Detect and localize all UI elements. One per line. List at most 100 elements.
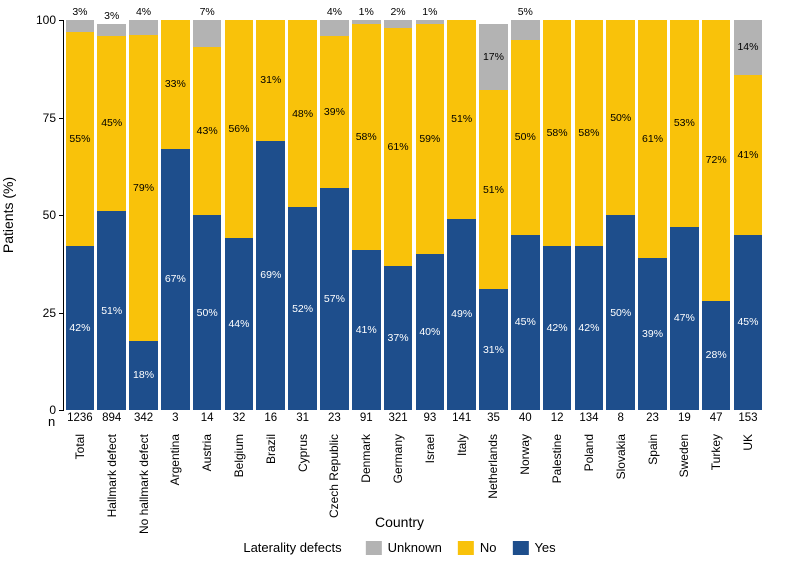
segment-label: 61% (642, 133, 663, 145)
segment-label: 40% (419, 326, 440, 338)
bar-segment-yes: 28% (702, 301, 731, 410)
bar-segment-unknown: 1% (352, 20, 381, 24)
bar-segment-no: 55% (66, 32, 95, 247)
n-value: 134 (573, 412, 605, 424)
bar-segment-yes: 40% (416, 254, 445, 410)
segment-label: 5% (518, 6, 533, 18)
bar-segment-no: 43% (193, 47, 222, 215)
n-value: 1236 (64, 412, 96, 424)
category-label: Cyprus (296, 434, 310, 472)
category-label-cell: Germany (382, 430, 414, 520)
segment-label: 67% (165, 273, 186, 285)
segment-label: 72% (706, 154, 727, 166)
bar-segment-yes: 41% (352, 250, 381, 410)
bar-segment-no: 48% (288, 20, 317, 207)
legend-label: Unknown (388, 540, 442, 555)
bar-segment-unknown: 3% (97, 24, 126, 36)
n-value: 23 (637, 412, 669, 424)
bar-segment-no: 50% (511, 40, 540, 235)
legend-item-yes: Yes (512, 540, 555, 555)
category-label-cell: No hallmark defect (128, 430, 160, 520)
category-label-cell: UK (732, 430, 764, 520)
y-tick-label: 25 (26, 306, 56, 320)
bar-group: 41% 58% 1% (350, 20, 382, 410)
segment-label: 39% (324, 106, 345, 118)
n-value: 32 (223, 412, 255, 424)
segment-label: 56% (228, 123, 249, 135)
bar-segment-no: 50% (606, 20, 635, 215)
y-tick-mark (59, 410, 64, 411)
n-value: 8 (605, 412, 637, 424)
segment-label: 53% (674, 117, 695, 129)
category-label-cell: Slovakia (605, 430, 637, 520)
segment-label: 50% (197, 307, 218, 319)
category-label: Brazil (264, 434, 278, 464)
segment-label: 44% (228, 318, 249, 330)
bar-segment-yes: 44% (225, 238, 254, 410)
bar-segment-no: 33% (161, 20, 190, 149)
segment-label: 51% (451, 113, 472, 125)
category-label: Italy (455, 434, 469, 456)
bar-group: 45% 50%5% (509, 20, 541, 410)
segment-label: 42% (69, 322, 90, 334)
segment-label: 33% (165, 78, 186, 90)
y-axis: Patients (%) 0255075100 (0, 20, 64, 410)
bar-segment-no: 58% (352, 24, 381, 250)
bar-group: 50%50% (605, 20, 637, 410)
bar-segment-unknown: 3% (66, 20, 95, 32)
bar-group: 42%58% (573, 20, 605, 410)
category-label: Denmark (359, 434, 373, 483)
category-label-cell: Norway (509, 430, 541, 520)
segment-label: 79% (133, 182, 154, 194)
y-tick-label: 50 (26, 208, 56, 222)
category-label-cell: Austria (191, 430, 223, 520)
n-value: 12 (541, 412, 573, 424)
category-label: Hallmark defect (105, 434, 119, 517)
category-label-cell: Italy (446, 430, 478, 520)
bars-row: 42%55%3%51%45%3%18%79%4%67%33%50%43%7%44… (64, 20, 764, 410)
bar-group: 67% 33% (159, 20, 191, 410)
legend-item-no: No (458, 540, 497, 555)
segment-label: 39% (642, 328, 663, 340)
segment-label: 51% (101, 305, 122, 317)
bar-group: 50%43%7% (191, 20, 223, 410)
category-label: Czech Republic (327, 434, 341, 518)
bar-segment-yes: 39% (638, 258, 667, 410)
segment-label: 45% (515, 316, 536, 328)
segment-label: 41% (737, 149, 758, 161)
bar-segment-no: 51% (447, 20, 476, 219)
category-label: Poland (582, 434, 596, 471)
bar-segment-unknown: 2% (384, 20, 413, 28)
legend-swatch-icon (458, 541, 474, 555)
category-label-cell: Cyprus (287, 430, 319, 520)
n-row: 1236894342314321631239132193141354012134… (64, 412, 764, 424)
bar-group: 31%51%17% (478, 20, 510, 410)
category-label-cell: Hallmark defect (96, 430, 128, 520)
category-label-cell: Spain (637, 430, 669, 520)
segment-label: 3% (104, 10, 119, 22)
bar-group: 28% 72% (700, 20, 732, 410)
bar-group: 40%59%1% (414, 20, 446, 410)
segment-label: 58% (356, 131, 377, 143)
bar-segment-unknown: 5% (511, 20, 540, 40)
n-value: 141 (446, 412, 478, 424)
bar-segment-yes: 51% (97, 211, 126, 410)
bar-segment-no: 58% (543, 20, 572, 246)
segment-label: 41% (356, 324, 377, 336)
bar-segment-unknown: 4% (320, 20, 349, 36)
y-axis-label: Patients (%) (0, 177, 16, 253)
n-value: 153 (732, 412, 764, 424)
bar-group: 47%53% (668, 20, 700, 410)
segment-label: 61% (388, 141, 409, 153)
segment-label: 14% (737, 41, 758, 53)
segment-label: 2% (390, 6, 405, 18)
legend: Laterality defects UnknownNoYes (243, 540, 555, 555)
segment-label: 45% (101, 117, 122, 129)
category-label-cell: Sweden (668, 430, 700, 520)
chart-container: Patients (%) 0255075100 42%55%3%51%45%3%… (0, 0, 799, 565)
category-label: No hallmark defect (137, 434, 151, 534)
bar-segment-unknown: 1% (416, 20, 445, 24)
segment-label: 1% (422, 6, 437, 18)
category-label-cell: Argentina (159, 430, 191, 520)
x-axis-label: Country (375, 514, 424, 530)
